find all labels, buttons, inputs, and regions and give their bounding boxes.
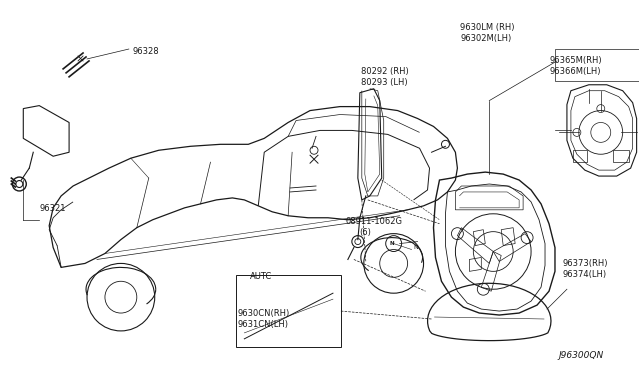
Text: 96366M(LH): 96366M(LH) xyxy=(549,67,601,76)
Text: N: N xyxy=(413,245,419,250)
Text: 9630LM (RH): 9630LM (RH) xyxy=(460,23,515,32)
Text: J96300QN: J96300QN xyxy=(559,351,604,360)
Text: N: N xyxy=(389,241,394,246)
Text: 96302M(LH): 96302M(LH) xyxy=(460,34,511,43)
Text: 96374(LH): 96374(LH) xyxy=(562,270,606,279)
Text: 96328: 96328 xyxy=(132,47,159,56)
Text: 08911-1062G: 08911-1062G xyxy=(346,217,403,225)
Text: 96321: 96321 xyxy=(40,203,66,213)
Text: (6): (6) xyxy=(360,228,371,237)
Text: 9631CN(LH): 9631CN(LH) xyxy=(237,320,288,329)
Text: 80292 (RH): 80292 (RH) xyxy=(362,67,409,76)
Text: 80293 (LH): 80293 (LH) xyxy=(362,78,408,87)
Text: 96365M(RH): 96365M(RH) xyxy=(549,56,602,65)
Text: 96373(RH): 96373(RH) xyxy=(562,259,607,268)
Text: AUTC: AUTC xyxy=(250,272,272,281)
Text: 9630CN(RH): 9630CN(RH) xyxy=(237,309,289,318)
